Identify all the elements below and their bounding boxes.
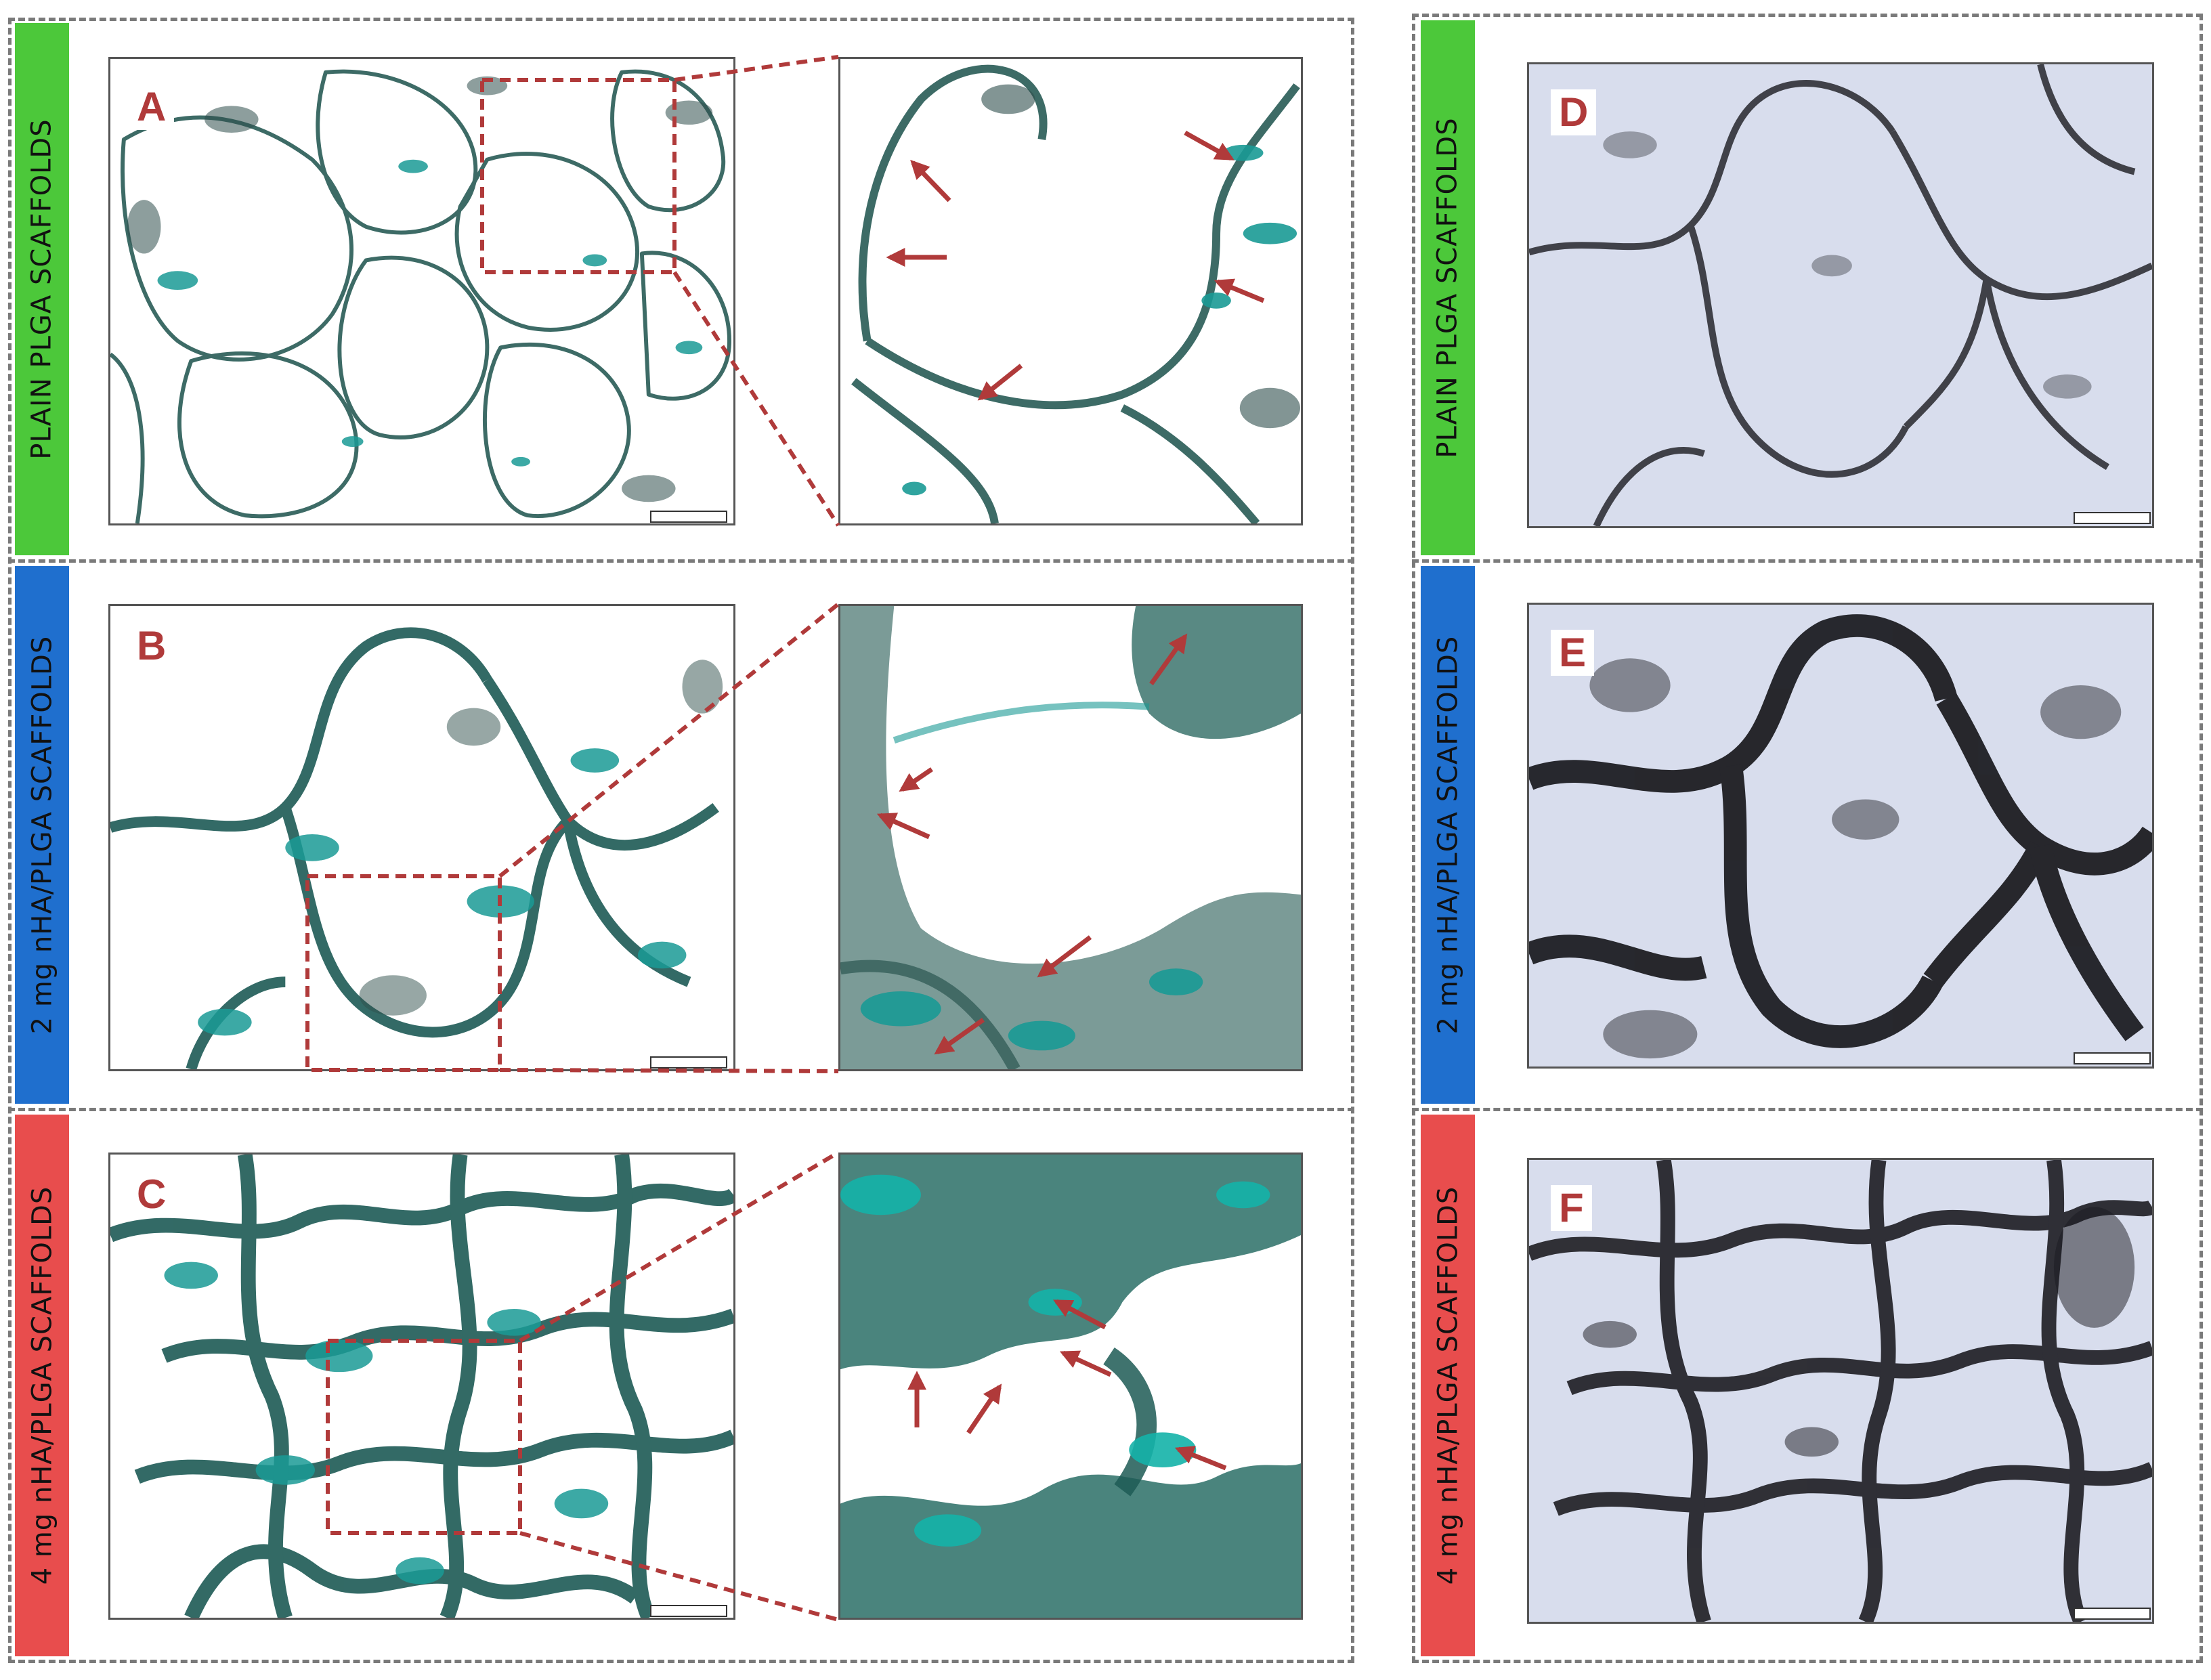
row-label-4mg-left: 4 mg nHA/PLGA SCAFFOLDS [15,1115,69,1656]
row-label-text: 4 mg nHA/PLGA SCAFFOLDS [26,1186,58,1585]
row-label-4mg-right: 4 mg nHA/PLGA SCAFFOLDS [1421,1115,1475,1656]
scale-bar [2074,1608,2151,1620]
scale-bar [2074,512,2151,524]
scale-bar [650,1605,727,1617]
scale-bar [650,511,727,523]
row-label-text: PLAIN PLGA SCAFFOLDS [26,119,58,460]
right-row-divider-2 [1412,1108,2203,1111]
scale-bar [650,1056,727,1069]
row-label-2mg-right: 2 mg nHA/PLGA SCAFFOLDS [1421,566,1475,1104]
panel-label-e: E [1551,630,1595,676]
micrograph-a-zoom [838,57,1303,525]
micrograph-c-zoom [838,1153,1303,1620]
row-label-text: PLAIN PLGA SCAFFOLDS [1432,117,1464,458]
micrograph-b-zoom [838,604,1303,1071]
panel-label-f: F [1551,1185,1592,1231]
micrograph-c [108,1153,735,1620]
panel-label-d: D [1551,89,1597,135]
micrograph-f [1527,1158,2154,1624]
micrograph-a [108,57,735,525]
micrograph-b [108,604,735,1071]
right-row-divider-1 [1412,559,2203,563]
row-label-2mg-left: 2 mg nHA/PLGA SCAFFOLDS [15,566,69,1104]
row-label-plain-right: PLAIN PLGA SCAFFOLDS [1421,20,1475,555]
panel-label-a: A [129,84,175,130]
scale-bar [2074,1052,2151,1064]
panel-label-b: B [129,623,175,669]
panel-label-c: C [129,1171,175,1218]
left-figure-group [8,18,1354,1663]
right-figure-group [1412,14,2203,1663]
left-row-divider-2 [8,1108,1354,1111]
row-label-text: 2 mg nHA/PLGA SCAFFOLDS [26,635,58,1035]
row-label-text: 4 mg nHA/PLGA SCAFFOLDS [1432,1186,1463,1585]
micrograph-d [1527,62,2154,528]
row-label-plain-left: PLAIN PLGA SCAFFOLDS [15,23,69,555]
row-label-text: 2 mg nHA/PLGA SCAFFOLDS [1432,635,1463,1035]
left-row-divider-1 [8,559,1354,563]
micrograph-e [1527,603,2154,1069]
